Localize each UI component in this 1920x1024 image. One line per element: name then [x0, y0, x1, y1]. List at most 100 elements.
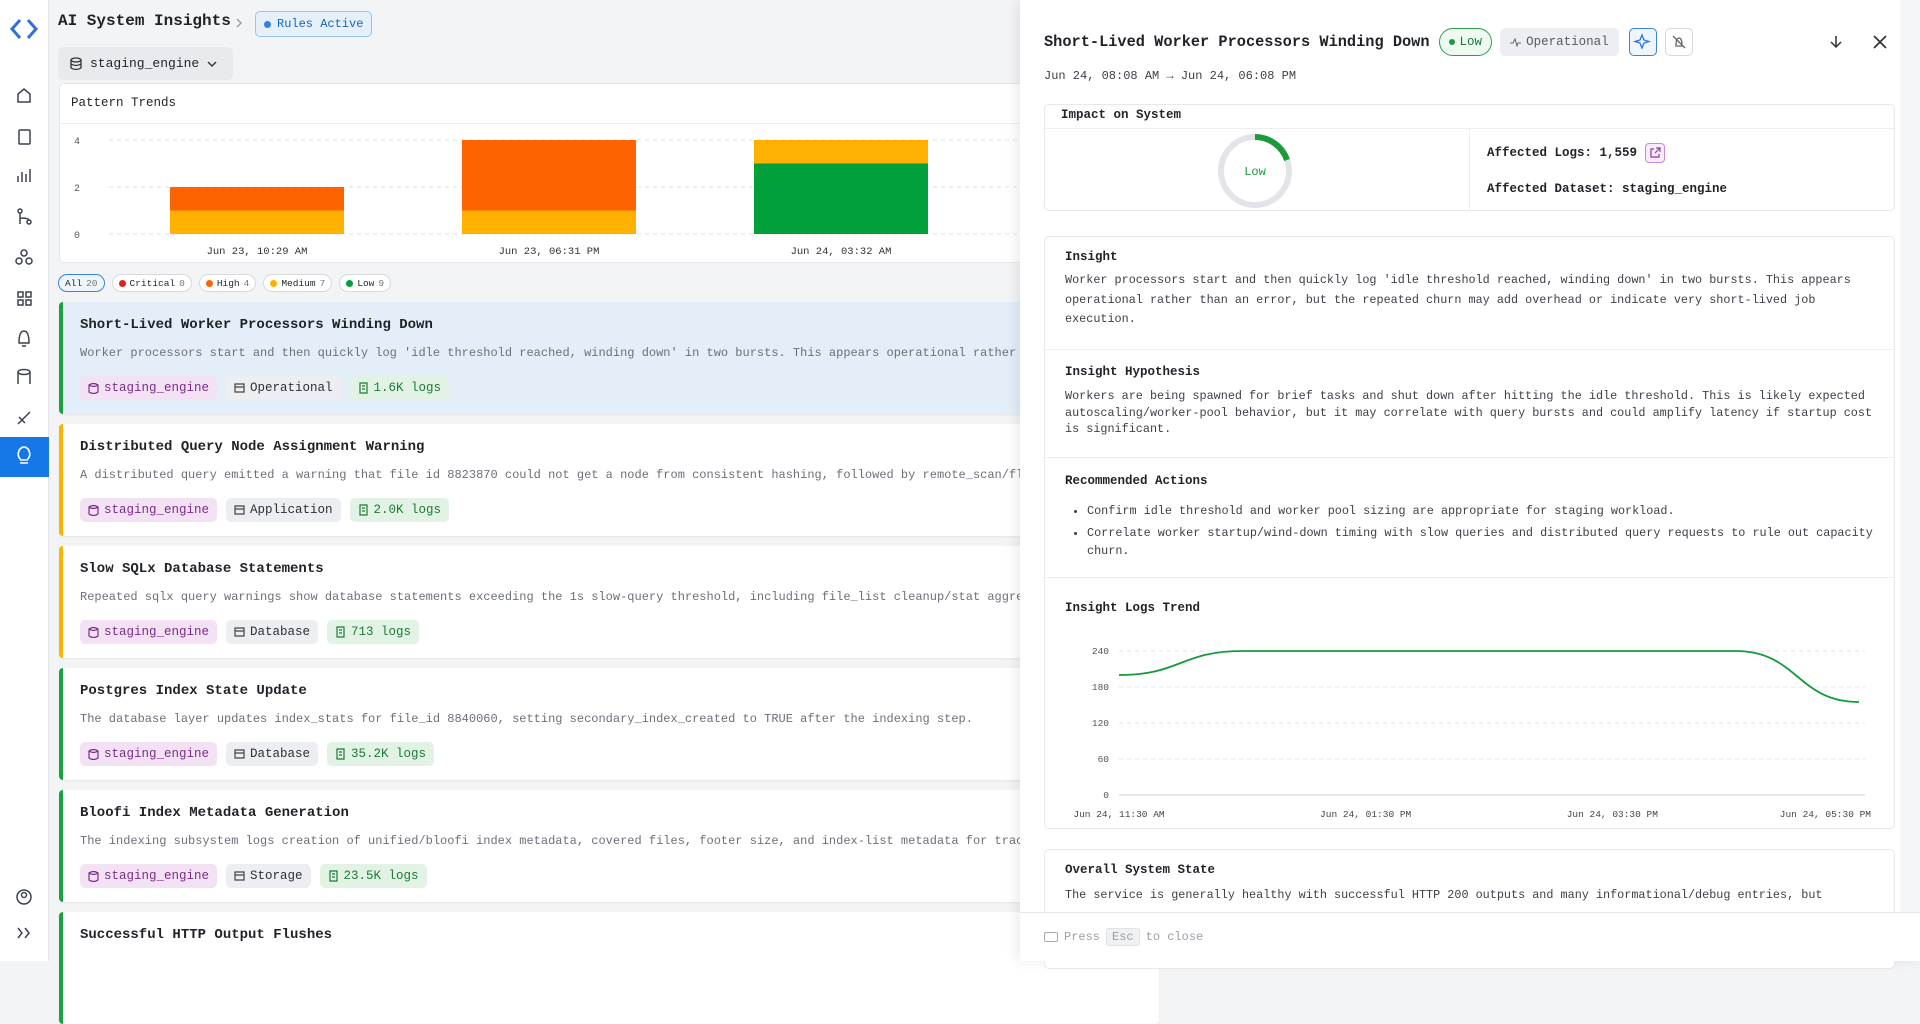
x-tick-label: Jun 24, 03:32 AM	[791, 246, 892, 258]
logs-icon-shape	[328, 870, 338, 882]
filter-count: 4	[243, 277, 250, 289]
category-tag: Application	[226, 498, 341, 522]
insight-description: Repeated sqlx query warnings show databa…	[80, 590, 1024, 604]
logs-icon	[336, 626, 345, 638]
category-icon	[234, 383, 245, 393]
x-tick-label: Jun 24, 11:30 AM	[1073, 809, 1165, 820]
scrollbar	[1900, 0, 1920, 912]
logs-trend-chart: 0 60 120 180 240 Jun 24, 11:30 AM Jun 24, 01:3…	[1073, 646, 1872, 820]
impact-title: Impact on System	[1061, 108, 1182, 122]
divider	[60, 123, 1158, 124]
logs-count: 2.0K logs	[373, 503, 442, 517]
insight-box: Insight Worker processors start and then…	[1044, 236, 1895, 829]
db-icon	[88, 626, 99, 638]
divider	[1045, 349, 1894, 350]
db-icon	[88, 870, 99, 882]
dataset-name: staging_engine	[104, 381, 210, 395]
detail-title: Short-Lived Worker Processors Winding Do…	[1044, 33, 1430, 51]
bar-segment	[170, 210, 344, 234]
category-icon-shape	[234, 505, 245, 515]
logs-tag: 1.6K logs	[349, 376, 450, 400]
divider	[1045, 457, 1894, 458]
insight-card[interactable]: Bloofi Index Metadata Generation The inde…	[59, 790, 1159, 902]
severity-pill: Low	[1438, 28, 1493, 56]
hypothesis-text: Workers are being spawned for brief task…	[1065, 389, 1873, 436]
logs-count: 1.6K logs	[373, 381, 442, 395]
insight-tags: staging_engine Application 2.0K logs	[80, 498, 450, 522]
page-title: AI System Insights	[58, 12, 231, 30]
insight-card[interactable]: Slow SQLx Database Statements Repeated sq…	[59, 546, 1159, 658]
x-tick-label: Jun 24, 05:30 PM	[1780, 809, 1872, 820]
ai-button[interactable]	[1628, 28, 1657, 56]
dataset-name: staging_engine	[104, 625, 210, 639]
bar-segment	[754, 140, 928, 164]
severity-dot	[346, 279, 354, 287]
filter-count: 0	[179, 277, 185, 289]
category-pill: Operational	[1500, 28, 1619, 56]
category-name: Storage	[250, 869, 303, 883]
x-tick-label: Jun 23, 10:29 AM	[207, 246, 308, 258]
insight-title: Slow SQLx Database Statements	[80, 561, 324, 577]
logs-tag: 23.5K logs	[319, 864, 427, 888]
severity-filters: All 20 Critical 0 High 4 Medium 7 Low 9	[58, 274, 392, 292]
insight-icon	[17, 446, 31, 464]
dataset-tag: staging_engine	[80, 864, 218, 888]
insight-title: Postgres Index State Update	[80, 683, 307, 699]
insight-title: Short-Lived Worker Processors Winding Do…	[80, 317, 433, 333]
filter-label: Low	[357, 277, 375, 289]
insight-description: The database layer updates index_stats f…	[80, 712, 973, 726]
filter-label: Critical	[129, 277, 176, 289]
y-tick-label: 120	[1092, 718, 1109, 729]
insight-description: Worker processors start and then quickly…	[80, 346, 1017, 360]
db-icon	[88, 382, 99, 394]
bar-segment	[170, 187, 344, 211]
category-tag: Database	[226, 620, 319, 644]
dataset-name: staging_engine	[90, 56, 200, 71]
sidebar	[0, 0, 49, 961]
impact-level: Low	[1244, 165, 1266, 179]
section-title: Insight	[1065, 250, 1118, 264]
dataset-name: staging_engine	[104, 869, 210, 883]
insight-card[interactable]: Distributed Query Node Assignment Warnin…	[59, 424, 1159, 536]
close-button[interactable]	[1872, 34, 1888, 50]
x-tick-label: Jun 23, 06:31 PM	[499, 246, 600, 258]
category-tag: Operational	[226, 376, 341, 400]
mute-button[interactable]	[1664, 28, 1693, 56]
insight-title: Bloofi Index Metadata Generation	[80, 805, 349, 821]
filter-pill[interactable]: Medium 7	[263, 274, 333, 292]
filter-pill[interactable]: Critical 0	[111, 274, 192, 292]
db-icon-shape	[88, 382, 99, 394]
dataset-select[interactable]: staging_engine	[58, 47, 233, 80]
filter-pill[interactable]: All 20	[58, 274, 105, 292]
filter-label: All	[65, 277, 83, 289]
logs-icon	[328, 870, 338, 882]
category-name: Application	[250, 503, 333, 517]
category-icon-shape	[234, 871, 245, 881]
footer: Press Esc to close	[1020, 912, 1920, 961]
insight-card[interactable]: Short-Lived Worker Processors Winding Do…	[59, 302, 1159, 414]
insight-tags: staging_engine Database 713 logs	[80, 620, 420, 644]
filter-pill[interactable]: Low 9	[339, 274, 392, 292]
next-button[interactable]	[1828, 34, 1844, 50]
y-tick-label: 60	[1098, 754, 1110, 765]
open-logs-button[interactable]	[1645, 143, 1666, 163]
y-tick-label: 240	[1092, 646, 1109, 657]
category-name: Database	[250, 747, 311, 761]
severity-dot	[118, 279, 126, 287]
y-tick-label: 4	[74, 137, 80, 148]
logs-icon	[358, 382, 368, 394]
insight-card[interactable]: Successful HTTP Output Flushes	[59, 912, 1159, 1024]
active-nav[interactable]	[0, 437, 49, 477]
insight-card[interactable]: Postgres Index State Update The database …	[59, 668, 1159, 780]
sidebar-bottom-icons	[16, 889, 32, 939]
filter-pill[interactable]: High 4	[198, 274, 257, 292]
breadcrumb-chevron	[236, 18, 243, 28]
insight-tags: staging_engine Database 35.2K logs	[80, 742, 435, 766]
divider	[1045, 577, 1894, 578]
affected-logs-row: Affected Logs: 1,559	[1487, 143, 1666, 163]
footer-action: to close	[1145, 930, 1204, 944]
rules-status: Rules Active	[277, 17, 364, 31]
footer-press: Press	[1064, 930, 1101, 944]
external-link-icon	[1650, 147, 1661, 158]
sidebar-icons	[9, 19, 39, 425]
